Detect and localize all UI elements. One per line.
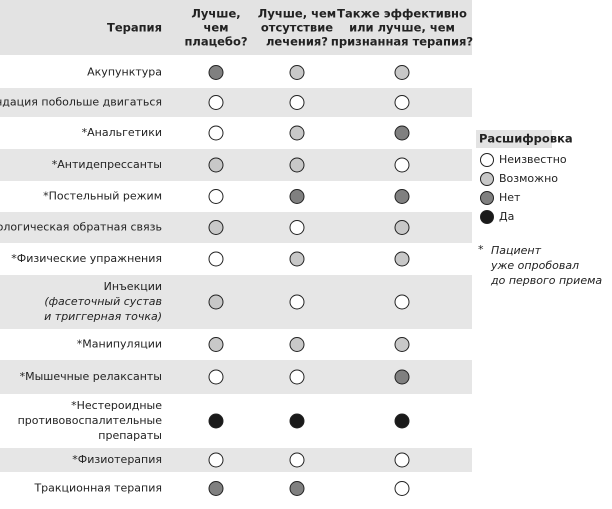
column-header: лечения? [266,35,328,49]
status-circle [289,65,305,80]
note-text: до первого приема [490,274,602,287]
status-circle [394,413,410,429]
status-circle [208,481,224,496]
status-circle [208,369,224,385]
row-label: (фасеточный сустав [44,295,162,308]
column-header: Также эффективно [337,7,467,21]
status-circle [208,413,224,429]
legend-swatch [480,210,494,224]
status-circle [208,95,224,110]
legend-label: Нет [499,191,521,204]
status-circle [289,481,305,496]
status-circle [208,65,224,80]
status-circle [394,189,410,204]
status-circle [289,95,305,110]
row-band [0,448,472,472]
status-circle [394,157,410,173]
status-circle [394,337,410,352]
row-label: *Манипуляции [77,338,162,351]
legend-swatch [480,153,494,167]
row-band [0,275,472,329]
status-circle [208,157,224,173]
status-circle [289,337,305,352]
row-label: *Антидепрессанты [52,158,162,171]
row-band [0,88,472,117]
column-header: признанная терапия? [331,35,473,49]
row-label: *Физиотерапия [72,453,162,466]
legend-label: Неизвестно [499,153,567,166]
legend-title: Расшифровка [479,132,573,146]
note-text: Пациент [491,244,542,257]
status-circle [394,65,410,80]
status-circle [394,294,410,310]
status-circle [289,413,305,429]
status-circle [289,157,305,173]
status-circle [394,481,410,496]
status-circle [289,125,305,141]
row-label: *Физические упражнения [11,252,162,265]
status-circle [394,251,410,267]
status-circle [289,452,305,468]
column-header: плацебо? [184,35,247,49]
status-circle [289,369,305,385]
row-label: Биологическая обратная связь [0,221,162,234]
row-label: противовоспалительные [18,414,163,427]
legend-label: Да [499,210,514,223]
status-circle [394,125,410,141]
note-mark: * [478,243,484,256]
legend-label: Возможно [499,172,558,185]
status-circle [208,220,224,235]
row-label: Инъекции [104,280,162,293]
note-text: уже опробовал [490,259,579,272]
column-header: чем [203,21,228,35]
legend-swatch [480,172,494,186]
legend-swatch [480,191,494,205]
status-circle [208,189,224,204]
row-label: Тракционная терапия [33,482,162,495]
status-circle [394,452,410,468]
status-circle [394,220,410,235]
row-label: и триггерная точка) [44,310,162,323]
row-label: *Рекомендация побольше двигаться [0,96,162,109]
status-circle [208,337,224,352]
column-header: отсутствие [261,21,333,35]
row-label: *Нестероидные [71,399,162,412]
status-circle [289,189,305,204]
row-label: *Постельный режим [43,190,162,203]
status-circle [289,251,305,267]
row-band [0,360,472,394]
legend-title-band [476,130,552,148]
row-band [0,212,472,243]
column-header: или лучше, чем [349,21,455,35]
status-circle [208,294,224,310]
status-circle [289,220,305,235]
status-circle [208,125,224,141]
column-header: Терапия [107,21,162,35]
row-label: *Мышечные релаксанты [20,370,162,383]
column-header: Лучше, [191,7,240,21]
header-band [0,0,472,55]
row-label: Акупунктура [87,66,162,79]
row-label: препараты [98,429,162,442]
status-circle [394,369,410,385]
status-circle [289,294,305,310]
row-label: *Анальгетики [82,126,162,139]
column-header: Лучше, чем [258,7,336,21]
row-band [0,149,472,181]
status-circle [394,95,410,110]
status-circle [208,251,224,267]
status-circle [208,452,224,468]
